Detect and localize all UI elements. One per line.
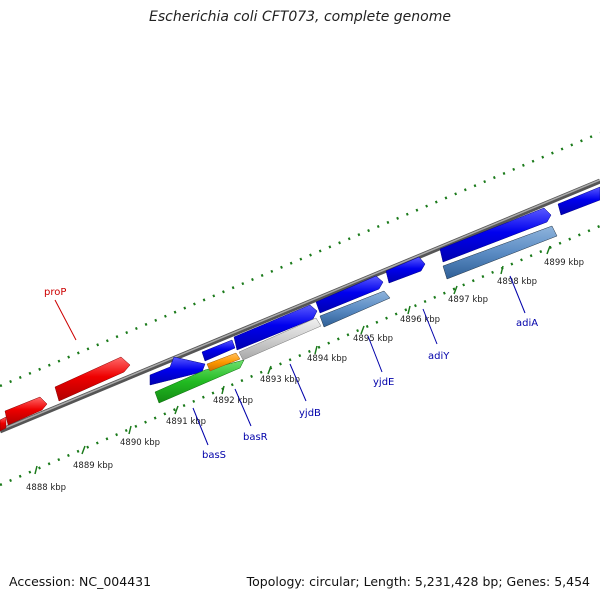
tick-4896: 4896 kbp <box>400 305 440 325</box>
forward-genes <box>149 186 600 386</box>
tick-4898: 4898 kbp <box>497 265 537 287</box>
genome-backbone <box>0 178 600 434</box>
gene-reverse-1[interactable] <box>0 416 7 432</box>
kbp-ticks: 4888 kbp 4889 kbp 4890 kbp 4891 kbp 4892… <box>26 245 584 493</box>
tick-label-4889: 4889 kbp <box>73 461 113 471</box>
tick-4895: 4895 kbp <box>353 325 393 344</box>
gene-forward-1[interactable] <box>149 356 206 386</box>
inner-tick-ring <box>0 224 600 487</box>
tick-label-4890: 4890 kbp <box>120 438 160 448</box>
tick-4893: 4893 kbp <box>260 365 300 385</box>
label-adiY[interactable]: adiY <box>428 351 450 362</box>
gene-forward-7[interactable] <box>557 186 600 216</box>
gene-yjdB[interactable] <box>238 317 322 361</box>
backbone-highlight <box>0 179 600 431</box>
tick-4897: 4897 kbp <box>448 285 488 305</box>
tick-4891: 4891 kbp <box>166 405 206 427</box>
reverse-genes <box>0 356 131 432</box>
tick-label-4897: 4897 kbp <box>448 295 488 305</box>
label-adiA[interactable]: adiA <box>516 318 538 329</box>
label-yjdB[interactable]: yjdB <box>299 408 321 419</box>
gene-labels: proP basS basR yjdB yjdE adiY adiA <box>44 275 538 461</box>
gene-forward-5[interactable] <box>385 256 426 284</box>
tick-label-4895: 4895 kbp <box>353 334 393 344</box>
gene-reverse-2[interactable] <box>4 396 48 426</box>
label-basR[interactable]: basR <box>243 432 268 443</box>
tick-4888: 4888 kbp <box>26 465 66 493</box>
gene-forward-6[interactable] <box>439 207 552 263</box>
tick-4894: 4894 kbp <box>307 345 347 364</box>
map-title: Escherichia coli CFT073, complete genome <box>149 9 451 25</box>
gene-basS[interactable] <box>154 359 245 404</box>
label-yjdE[interactable]: yjdE <box>373 377 394 388</box>
tick-4890: 4890 kbp <box>120 425 160 448</box>
inner-genes <box>154 225 558 404</box>
tick-label-4896: 4896 kbp <box>400 315 440 325</box>
tick-label-4892: 4892 kbp <box>213 396 253 406</box>
outer-tick-ring <box>0 131 600 388</box>
gene-proP[interactable] <box>54 356 131 402</box>
tick-4892: 4892 kbp <box>213 385 253 406</box>
gene-basR[interactable] <box>206 352 241 372</box>
tick-label-4888: 4888 kbp <box>26 483 66 493</box>
tick-label-4899: 4899 kbp <box>544 258 584 268</box>
tick-label-4894: 4894 kbp <box>307 354 347 364</box>
tick-label-4893: 4893 kbp <box>260 375 300 385</box>
tick-label-4898: 4898 kbp <box>497 277 537 287</box>
gene-forward-4[interactable] <box>315 275 384 314</box>
gene-forward-3[interactable] <box>233 304 318 351</box>
label-proP[interactable]: proP <box>44 287 66 298</box>
gene-yjdE[interactable] <box>319 290 391 328</box>
gene-forward-2[interactable] <box>201 339 236 362</box>
tick-label-4891: 4891 kbp <box>166 417 206 427</box>
label-basS[interactable]: basS <box>202 450 226 461</box>
tick-4899: 4899 kbp <box>544 245 584 268</box>
accession-text: Accession: NC_004431 <box>9 574 152 589</box>
topology-text: Topology: circular; Length: 5,231,428 bp… <box>246 574 590 589</box>
gene-adiA[interactable] <box>442 225 558 280</box>
tick-4889: 4889 kbp <box>73 445 113 471</box>
